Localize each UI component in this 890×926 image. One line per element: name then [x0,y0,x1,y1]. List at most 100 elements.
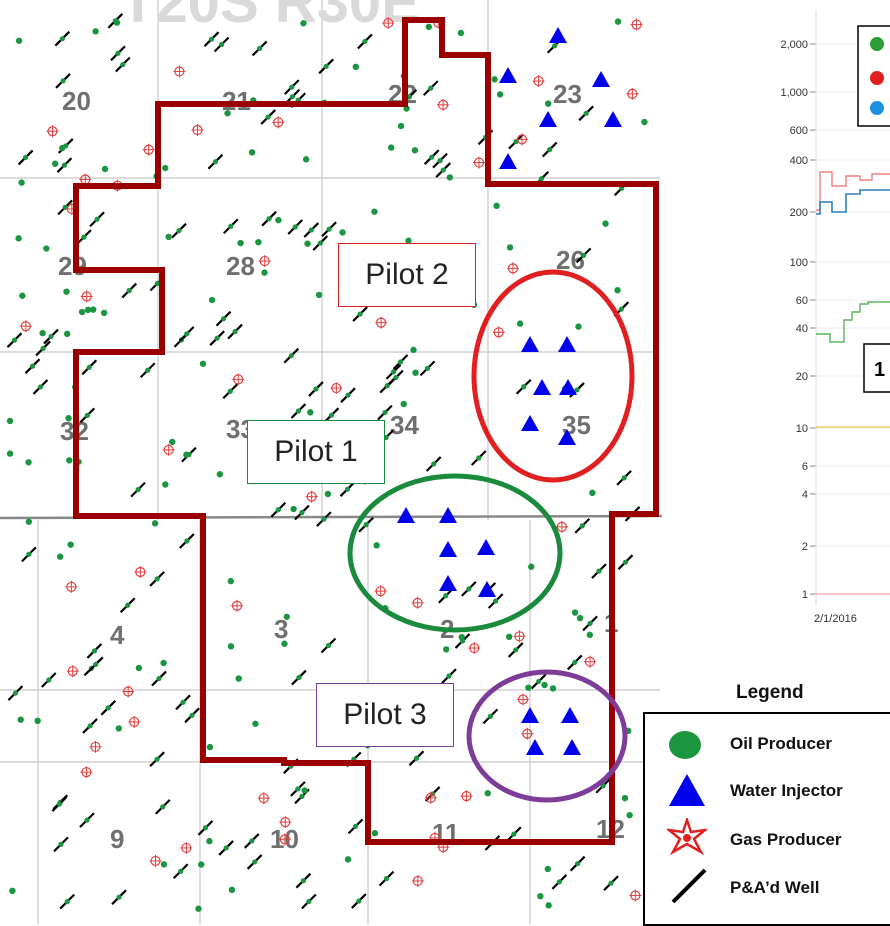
oil-well-icon [248,149,256,156]
pa-well-icon [603,875,619,891]
pa-well-icon [301,893,317,910]
pa-well-icon [294,504,310,521]
pa-well-icon [172,863,189,880]
oil-well-icon [66,457,73,464]
oil-well-icon [151,520,159,527]
chart-y-tick-label: 6 [802,461,808,473]
gas-well-icon [257,792,270,805]
injector-icon [499,67,517,83]
section-20: 20 [62,86,91,116]
oil-well-icon [516,320,524,327]
injector-icon [559,379,577,395]
pa-well-icon [203,31,220,47]
pa-well-icon [261,210,277,227]
chart-y-tick-label: 60 [796,295,808,307]
pa-well-icon [582,615,598,632]
oil-well-icon [199,360,207,367]
pa-well-icon [139,362,156,379]
oil-well-icon [307,409,314,416]
gas-well-icon [122,685,135,698]
gas-well-icon [515,133,528,146]
pa-well-icon [223,218,239,235]
oil-well-icon [388,144,395,151]
pa-well-icon [340,387,356,403]
legend-oil-producer: Oil Producer [645,726,890,766]
oil-well-icon [169,438,176,446]
unit-boundary [73,17,659,845]
injector-icon [439,541,457,557]
pa-well-icon [312,235,329,251]
chart-y-tick-label: 4 [802,489,808,501]
gas-well-icon [437,98,450,111]
chart-inset-box [863,343,890,393]
pa-well-icon [388,369,404,386]
pa-well-icon [323,407,340,423]
oil-well-icon [15,37,23,44]
oil-well-icon [100,309,108,317]
pa-well-icon [283,79,300,95]
oil-well-icon [281,640,288,647]
oil-well-icon [411,147,419,154]
pa-well-icon [425,456,442,472]
injector-icon [604,111,622,127]
chart-x-tick: 2/1/2016 [814,613,857,625]
oil-well-icon [18,179,25,186]
gas-well-icon [584,655,597,668]
township-label: T20S R30E [120,0,420,35]
chart-y-tick-label: 1 [802,589,808,601]
oil-well-icon [344,856,352,863]
section-3: 3 [274,614,288,644]
oil-well-icon [304,240,311,247]
legend-oil-label: Oil Producer [730,734,833,753]
oil-well-icon [371,208,378,215]
oil-well-icon [458,633,465,641]
oil-well-icon [290,505,297,513]
gas-well-icon [513,630,526,643]
gas-well-icon [191,124,204,137]
pa-well-icon [290,781,306,797]
legend-gas-producer: Gas Producer [645,818,890,858]
pa-well-icon [149,751,165,767]
chart-y-tick-label: 40 [796,323,808,335]
legend-gas-label: Gas Producer [730,830,842,849]
pa-well-icon [218,840,234,856]
chart-y-tick-label: 100 [790,257,808,269]
gas-well-icon [555,520,568,533]
oil-well-icon [425,23,433,31]
injector-icon [521,415,539,431]
gas-series-icon [870,71,884,85]
pa-well-icon [43,328,59,345]
pa-well-icon [339,481,356,497]
oil-well-icon [227,643,235,650]
pa-well-icon [7,685,24,701]
pa-well-icon [51,796,68,812]
pa-well-icon [507,642,524,658]
pa-well-icon [40,672,57,688]
pa-well-icon [215,310,232,327]
oil-well-icon [602,220,609,227]
pa-well-icon [89,211,105,228]
gas-well-icon [258,255,271,268]
oil-well-icon [63,288,70,295]
pa-well-icon [87,656,104,673]
gas-well-icon [19,320,32,333]
gas-well-icon [305,490,318,503]
oil-well-icon [25,518,33,525]
oil-well-icon [237,239,244,247]
pa-well-icon [151,670,167,687]
pa-well-icon [111,889,127,905]
pa-well-icon [86,643,103,659]
injector-icon [477,539,495,555]
pa-well-icon [308,381,324,397]
oil-well-icon [397,122,405,130]
oil-well-icon [34,717,41,725]
oil-well-icon [198,861,205,868]
pa-well-icon [149,571,165,587]
oil-well-icon [65,414,72,422]
oil-well-icon [528,563,535,570]
oil-well-icon [92,28,99,35]
blue-triangle-icon [669,774,705,806]
legend-title: Legend [736,682,804,703]
gas-well-icon [411,874,424,887]
